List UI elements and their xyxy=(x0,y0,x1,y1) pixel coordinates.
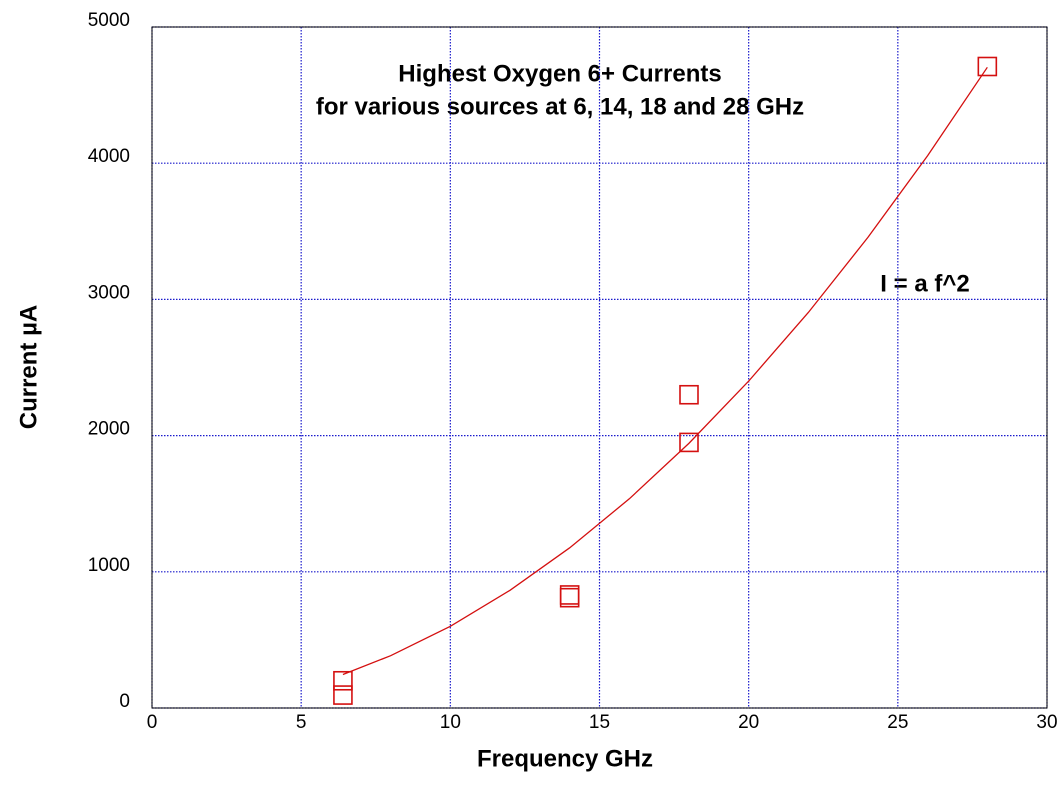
data-point xyxy=(333,670,353,691)
x-axis-label: Frequency GHz xyxy=(477,745,653,772)
y-axis-label: Current µA xyxy=(15,305,42,430)
data-point xyxy=(977,56,998,77)
y-tick-label: 0 xyxy=(119,691,130,712)
chart-title: Highest Oxygen 6+ Currents xyxy=(398,60,721,87)
x-tick-label: 10 xyxy=(440,712,461,733)
x-tick-label: 15 xyxy=(589,712,610,733)
data-point xyxy=(333,685,353,705)
x-tick-label: 25 xyxy=(887,712,908,733)
chart-title: for various sources at 6, 14, 18 and 28 … xyxy=(316,93,804,120)
y-tick-label: 1000 xyxy=(88,555,130,576)
data-point xyxy=(559,585,580,605)
y-tick-label: 3000 xyxy=(88,282,130,303)
fit-curve xyxy=(342,66,988,676)
plot-frame xyxy=(151,26,1048,709)
annotation: I = a f^2 xyxy=(880,270,969,297)
x-tick-label: 5 xyxy=(296,712,307,733)
y-tick-label: 5000 xyxy=(88,10,130,31)
y-tick-label: 2000 xyxy=(88,419,130,440)
x-tick-label: 30 xyxy=(1036,712,1057,733)
data-point xyxy=(679,432,699,453)
x-tick-label: 0 xyxy=(147,712,158,733)
y-tick-label: 4000 xyxy=(88,146,130,167)
data-point xyxy=(679,384,699,405)
x-tick-label: 20 xyxy=(738,712,759,733)
